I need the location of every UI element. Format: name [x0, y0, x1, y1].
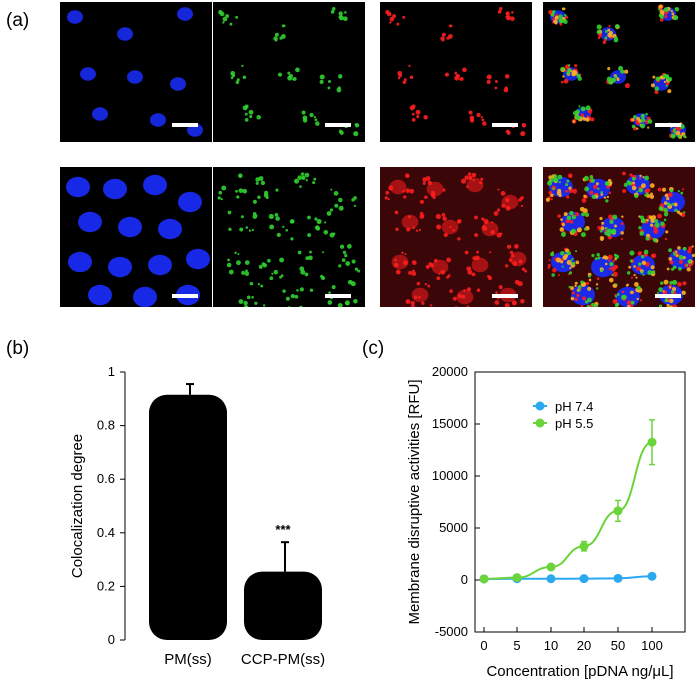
- x-tick-label: 20: [577, 638, 591, 653]
- micrograph-row2-blue: [60, 167, 212, 307]
- y-axis-label: Colocalization degree: [69, 434, 86, 578]
- y-tick-label: 0.8: [97, 418, 115, 433]
- data-point: [546, 562, 556, 572]
- x-tick-label: 5: [513, 638, 520, 653]
- y-axis-label: Membrane disruptive activities [RFU]: [406, 379, 423, 624]
- x-tick-label: 0: [480, 638, 487, 653]
- scale-bar: [655, 123, 681, 127]
- y-tick-label: 15000: [432, 416, 468, 431]
- micrograph-row1-red: [380, 2, 532, 142]
- micrograph-row1-merge: [543, 2, 695, 142]
- scale-bar: [172, 294, 198, 298]
- y-tick-label: 10000: [432, 468, 468, 483]
- y-tick-label: 0.4: [97, 525, 115, 540]
- y-tick-label: 0.6: [97, 471, 115, 486]
- scale-bar: [655, 294, 681, 298]
- y-tick-label: 0.2: [97, 578, 115, 593]
- data-point: [512, 573, 522, 583]
- significance-annotation: ***: [275, 522, 291, 537]
- bar-pm-ss-: [149, 394, 227, 640]
- panel-label-a: (a): [6, 10, 30, 31]
- y-tick-label: 1: [108, 364, 115, 379]
- series-line-ph-5-5: [483, 441, 653, 580]
- x-tick-label: 100: [641, 638, 663, 653]
- micrograph-row2-merge: [543, 167, 695, 307]
- bar-ccp-pm-ss-: [244, 571, 322, 640]
- x-category-label: CCP-PM(ss): [241, 651, 325, 668]
- data-point: [613, 506, 623, 516]
- y-tick-label: 5000: [439, 520, 468, 535]
- scale-bar: [325, 123, 351, 127]
- scale-bar: [492, 123, 518, 127]
- y-tick-label: 0: [461, 572, 468, 587]
- legend-label: pH 5.5: [555, 416, 593, 431]
- data-point: [647, 437, 657, 447]
- x-tick-label: 10: [544, 638, 558, 653]
- data-point: [546, 574, 556, 584]
- micrograph-row2-green: [213, 167, 365, 307]
- x-category-label: PM(ss): [164, 651, 212, 668]
- scale-bar: [492, 294, 518, 298]
- data-point: [579, 541, 589, 551]
- scale-bar: [172, 123, 198, 127]
- legend-label: pH 7.4: [555, 399, 593, 414]
- panel-label-c: (c): [362, 338, 385, 359]
- micrograph-row1-blue: [60, 2, 212, 142]
- data-point: [579, 574, 589, 584]
- x-axis-label: Concentration [pDNA ng/μL]: [486, 663, 673, 680]
- micrograph-row1-green: [213, 2, 365, 142]
- x-tick-label: 50: [611, 638, 625, 653]
- data-point: [613, 573, 623, 583]
- data-point: [479, 574, 489, 584]
- plot-frame: [474, 371, 686, 633]
- data-point: [647, 571, 657, 581]
- y-tick-label: -5000: [435, 624, 468, 639]
- y-tick-label: 0: [108, 632, 115, 647]
- y-tick-label: 20000: [432, 364, 468, 379]
- scale-bar: [325, 294, 351, 298]
- micrograph-row2-red: [380, 167, 532, 307]
- panel-label-b: (b): [6, 338, 30, 359]
